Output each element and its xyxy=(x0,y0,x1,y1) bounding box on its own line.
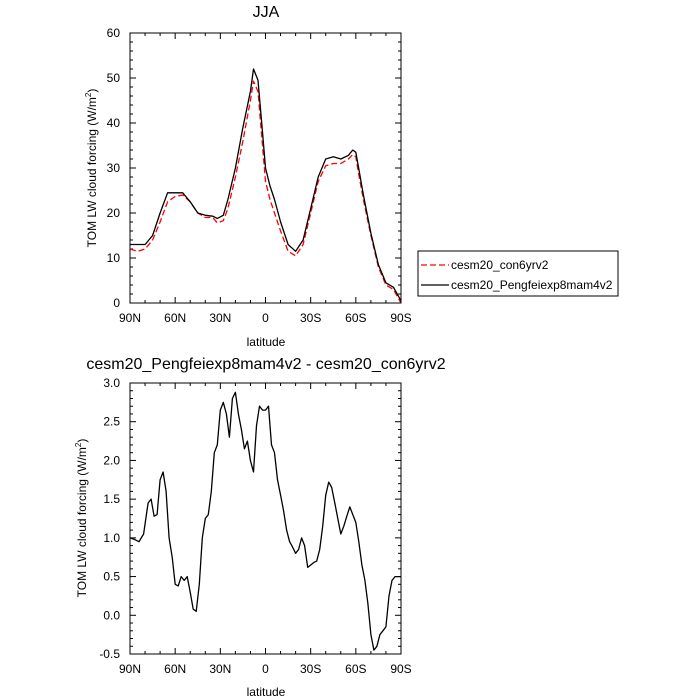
top-y-tick-label: 60 xyxy=(107,26,121,40)
bottom-y-axis-title-sup: 2 xyxy=(74,442,83,447)
bottom-y-axis-title-main: TOM LW cloud forcing (W/m xyxy=(75,447,89,597)
bottom-series-group xyxy=(129,391,401,651)
top-y-tick-label: 50 xyxy=(107,71,121,85)
top-x-tick-label: 30S xyxy=(300,311,321,325)
bottom-plot-frame xyxy=(129,382,402,655)
bottom-chart-title: cesm20_Pengfeiexp8mam4v2 - cesm20_con6yr… xyxy=(86,356,445,373)
bottom-y-tick-labels: 3.0 2.5 2.0 1.5 1.0 0.5 0.0 -0.5 xyxy=(99,376,120,661)
legend-label-experiment: cesm20_Pengfeiexp8mam4v2 xyxy=(451,278,613,292)
bottom-x-axis-title: latitude xyxy=(247,685,286,699)
top-series-line-1 xyxy=(130,68,402,302)
bottom-x-tick-labels: 90N 60N 30N 0 30S 60S 90S xyxy=(119,662,412,676)
bottom-y-tick-label: 0.5 xyxy=(103,570,120,584)
bottom-axis-ticks xyxy=(129,382,402,655)
top-y-tick-label: 0 xyxy=(113,296,120,310)
bottom-y-axis-title-close: ) xyxy=(75,439,89,443)
top-x-tick-label: 90S xyxy=(390,311,411,325)
top-x-tick-label: 30N xyxy=(209,311,231,325)
bottom-x-tick-label: 90S xyxy=(390,662,411,676)
top-y-tick-label: 30 xyxy=(107,161,121,175)
top-y-axis-title: TOM LW cloud forcing (W/m2) xyxy=(84,89,99,248)
bottom-y-axis-title: TOM LW cloud forcing (W/m2) xyxy=(74,439,89,598)
top-y-axis-title-main: TOM LW cloud forcing (W/m xyxy=(85,97,99,247)
bottom-y-tick-label: 2.0 xyxy=(103,453,120,467)
legend-box xyxy=(417,250,619,297)
top-x-tick-label: 60N xyxy=(164,311,186,325)
bottom-y-tick-label: 1.0 xyxy=(103,531,120,545)
legend: cesm20_con6yrv2 cesm20_Pengfeiexp8mam4v2 xyxy=(417,250,619,297)
bottom-y-tick-label: 3.0 xyxy=(103,376,120,390)
bottom-x-tick-label: 60N xyxy=(164,662,186,676)
top-y-tick-label: 40 xyxy=(107,116,121,130)
top-y-tick-labels: 0 10 20 30 40 50 60 xyxy=(107,26,121,310)
bottom-y-tick-label: 0.0 xyxy=(103,608,120,622)
top-series-group xyxy=(129,68,402,304)
top-x-tick-label: 60S xyxy=(345,311,366,325)
legend-label-control: cesm20_con6yrv2 xyxy=(451,258,549,272)
top-x-tick-label: 90N xyxy=(119,311,141,325)
top-y-axis-title-close: ) xyxy=(85,89,99,93)
bottom-y-tick-label: 1.5 xyxy=(103,492,120,506)
bottom-x-tick-label: 60S xyxy=(345,662,366,676)
top-chart-title: JJA xyxy=(253,4,280,21)
bottom-chart: cesm20_Pengfeiexp8mam4v2 - cesm20_con6yr… xyxy=(74,356,446,699)
top-series-line-0 xyxy=(129,80,402,304)
top-x-axis-title: latitude xyxy=(247,335,286,349)
top-y-axis-title-sup: 2 xyxy=(84,92,93,97)
bottom-y-tick-label: -0.5 xyxy=(99,647,120,661)
top-y-tick-label: 20 xyxy=(107,206,121,220)
bottom-x-tick-label: 30N xyxy=(209,662,231,676)
top-x-tick-labels: 90N 60N 30N 0 30S 60S 90S xyxy=(119,311,412,325)
top-chart: JJA 0 10 20 30 40 50 60 90N 60N 30N 0 30S 60S 90S la… xyxy=(84,4,412,349)
bottom-x-tick-label: 30S xyxy=(300,662,321,676)
top-plot-frame xyxy=(129,32,402,304)
bottom-x-tick-label: 90N xyxy=(119,662,141,676)
bottom-y-tick-label: 2.5 xyxy=(103,415,120,429)
bottom-series-line-0 xyxy=(129,391,401,651)
bottom-x-tick-label: 0 xyxy=(262,662,269,676)
top-x-tick-label: 0 xyxy=(262,311,269,325)
top-y-tick-label: 10 xyxy=(107,251,121,265)
